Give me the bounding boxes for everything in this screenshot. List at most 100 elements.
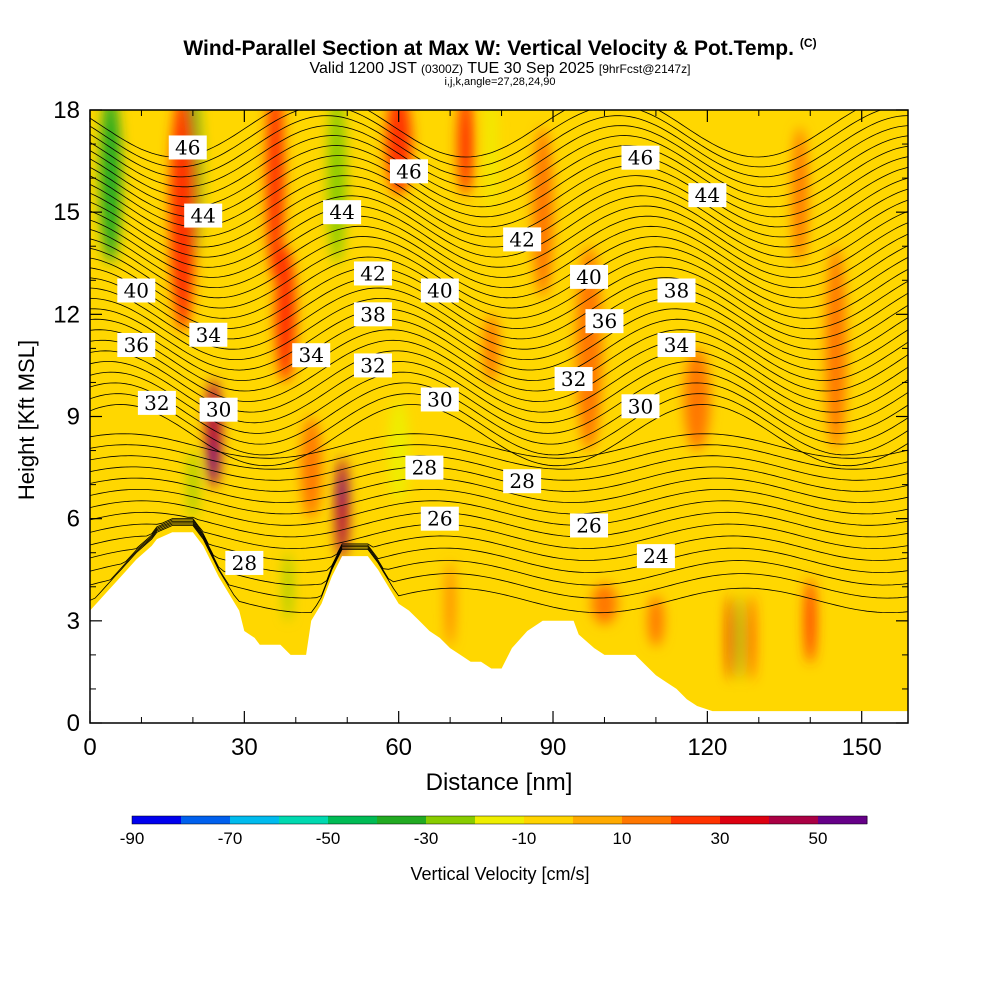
colorbar-swatch — [573, 816, 623, 824]
theta-label-box — [353, 302, 392, 327]
theta-contour-line — [90, 246, 908, 309]
y-tick-label: 15 — [53, 199, 80, 226]
theta-contour-line — [90, 455, 908, 481]
theta-contour-label: 44 — [184, 203, 223, 228]
velocity-feature — [486, 110, 497, 213]
theta-label-box — [389, 159, 428, 184]
velocity-feature — [805, 578, 816, 664]
colorbar-swatch — [524, 816, 574, 824]
theta-label-box — [189, 322, 228, 347]
x-axis-label: Distance [nm] — [426, 769, 573, 796]
theta-contour-label: 34 — [292, 343, 331, 368]
chart-subtitle: Valid 1200 JST (0300Z) TUE 30 Sep 2025 [… — [0, 60, 1000, 78]
theta-label-box — [657, 278, 696, 303]
theta-label-box — [554, 367, 593, 392]
theta-label-text: 44 — [695, 183, 720, 207]
y-tick-label: 12 — [53, 301, 80, 328]
theta-label-text: 38 — [664, 278, 689, 302]
colorbar-swatch — [132, 816, 182, 824]
colorbar-swatch — [720, 816, 770, 824]
theta-contour-label: 26 — [570, 513, 609, 538]
theta-contour-label: 30 — [199, 397, 238, 422]
theta-contour-label: 24 — [636, 544, 675, 569]
theta-label-text: 42 — [509, 227, 534, 251]
x-tick-label: 30 — [231, 734, 258, 761]
theta-label-text: 28 — [509, 469, 534, 493]
theta-label-text: 36 — [124, 333, 149, 357]
terrain — [90, 532, 908, 723]
theta-contour-line — [90, 444, 908, 470]
theta-contour-label: 26 — [420, 506, 459, 531]
velocity-feature — [388, 399, 409, 502]
velocity-feature — [591, 583, 618, 625]
theta-label-text: 34 — [664, 333, 689, 357]
theta-contour-line — [90, 489, 908, 515]
colorbar-tick-label: -50 — [316, 829, 341, 848]
colorbar-swatch — [181, 816, 231, 824]
theta-label-text: 24 — [643, 544, 668, 568]
theta-label-text: 46 — [628, 146, 653, 170]
velocity-feature — [748, 595, 755, 681]
colorbar-swatch — [769, 816, 819, 824]
y-axis-label: Height [Kft MSL] — [14, 340, 39, 500]
y-tick-label: 18 — [53, 97, 80, 124]
theta-label-box — [168, 135, 207, 160]
colorbar-swatch — [818, 816, 868, 824]
theta-contour-label: 34 — [189, 322, 228, 347]
theta-label-box — [353, 261, 392, 286]
theta-label-text: 46 — [175, 135, 200, 159]
colorbar-swatch — [230, 816, 280, 824]
theta-contour-line — [90, 525, 908, 614]
colorbar: -90 -70 -50 -30 -10 10 30 50 Vertical Velocity [… — [120, 815, 868, 884]
theta-label-box — [292, 343, 331, 368]
theta-contour-line — [90, 477, 908, 504]
velocity-feature — [446, 561, 454, 647]
colorbar-swatch — [475, 816, 525, 824]
theta-contour-line — [90, 205, 908, 268]
chart-title: Wind-Parallel Section at Max W: Vertical… — [0, 36, 1000, 61]
theta-contour-line — [90, 115, 908, 178]
theta-label-box — [117, 332, 156, 357]
theta-label-box — [570, 513, 609, 538]
theta-contour-label: 40 — [117, 278, 156, 303]
colorbar-swatch — [328, 816, 378, 824]
theta-contour-label: 38 — [657, 278, 696, 303]
theta-contour-line — [90, 215, 908, 278]
subtitle-utc: (0300Z) — [421, 62, 464, 76]
theta-contour-line — [90, 125, 908, 188]
theta-label-text: 40 — [124, 278, 149, 302]
x-tick-label: 120 — [687, 734, 727, 761]
colorbar-swatch — [279, 816, 329, 824]
theta-label-text: 30 — [427, 387, 452, 411]
theta-contour-label: 32 — [554, 367, 593, 392]
theta-label-text: 42 — [360, 261, 385, 285]
velocity-feature — [100, 110, 121, 264]
theta-label-text: 30 — [628, 394, 653, 418]
velocity-feature — [300, 416, 322, 519]
theta-label-box — [353, 353, 392, 378]
theta-label-text: 46 — [396, 159, 421, 183]
theta-contour-label: 42 — [503, 227, 542, 252]
x-tick-label: 150 — [842, 734, 882, 761]
theta-contour-label: 46 — [621, 145, 660, 170]
colorbar-tick-label: -30 — [414, 829, 439, 848]
velocity-feature — [825, 246, 847, 451]
theta-contour-label: 30 — [621, 394, 660, 419]
theta-contour-label: 38 — [353, 302, 392, 327]
theta-contour-line — [90, 523, 908, 599]
theta-contour-label: 28 — [405, 455, 444, 480]
subtitle-valid: Valid 1200 JST — [309, 60, 417, 77]
colorbar-frame — [131, 815, 868, 825]
subtitle-forecast: [9hrFcst@2147z] — [598, 62, 691, 76]
theta-contour-label: 46 — [168, 135, 207, 160]
theta-label-box — [688, 183, 727, 208]
theta-label-text: 32 — [561, 367, 586, 391]
velocity-feature — [284, 552, 292, 621]
theta-label-text: 40 — [427, 278, 452, 302]
theta-label-text: 44 — [329, 200, 354, 224]
velocity-feature — [457, 110, 474, 196]
theta-label-box — [503, 469, 542, 494]
theta-contour-line — [90, 236, 908, 299]
theta-contour-label: 30 — [420, 387, 459, 412]
